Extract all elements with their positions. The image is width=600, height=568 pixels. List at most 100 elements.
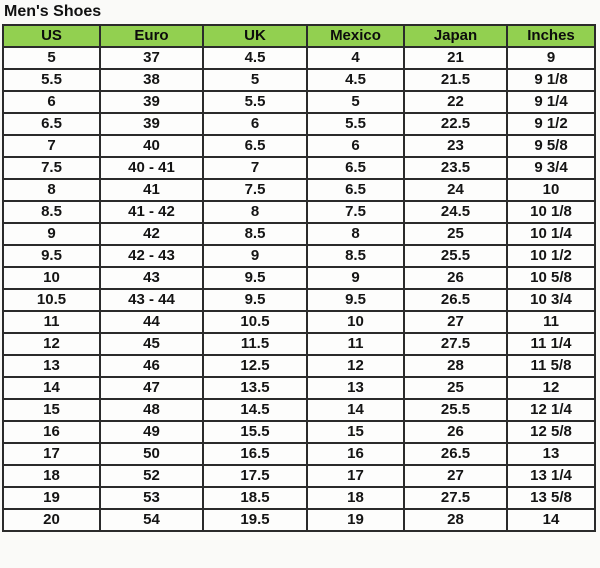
cell: 27.5	[403, 332, 508, 356]
mens-shoe-size-conversion-table: US Euro UK Mexico Japan Inches 5 37 4.5 4 21 9 5.5 3…	[2, 24, 596, 532]
cell: 11 5/8	[506, 354, 596, 378]
cell: 6.5	[2, 112, 101, 136]
cell: 26	[403, 266, 508, 290]
cell: 4.5	[306, 68, 405, 92]
cell: 46	[99, 354, 204, 378]
cell: 24	[403, 178, 508, 202]
table-row: 5 37 4.5 4 21 9	[2, 46, 596, 70]
table-row: 9 42 8.5 8 25 10 1/4	[2, 222, 596, 246]
cell: 13.5	[202, 376, 308, 400]
cell: 4.5	[202, 46, 308, 70]
cell: 43 - 44	[99, 288, 204, 312]
table-row: 10.5 43 - 44 9.5 9.5 26.5 10 3/4	[2, 288, 596, 312]
cell: 6	[202, 112, 308, 136]
page-title: Men's Shoes	[4, 3, 102, 20]
cell: 40	[99, 134, 204, 158]
cell: 9 3/4	[506, 156, 596, 180]
cell: 12 5/8	[506, 420, 596, 444]
cell: 9	[202, 244, 308, 268]
cell: 18	[2, 464, 101, 488]
table-row: 12 45 11.5 11 27.5 11 1/4	[2, 332, 596, 356]
cell: 47	[99, 376, 204, 400]
cell: 26.5	[403, 442, 508, 466]
cell: 26	[403, 420, 508, 444]
cell: 8.5	[306, 244, 405, 268]
cell: 21	[403, 46, 508, 70]
table-row: 8.5 41 - 42 8 7.5 24.5 10 1/8	[2, 200, 596, 224]
cell: 14	[2, 376, 101, 400]
cell: 5	[202, 68, 308, 92]
cell: 10 1/8	[506, 200, 596, 224]
cell: 15.5	[202, 420, 308, 444]
cell: 11	[506, 310, 596, 334]
cell: 8.5	[202, 222, 308, 246]
cell: 50	[99, 442, 204, 466]
cell: 9 5/8	[506, 134, 596, 158]
cell: 16	[2, 420, 101, 444]
cell: 9 1/2	[506, 112, 596, 136]
cell: 18	[306, 486, 405, 510]
cell: 54	[99, 508, 204, 532]
cell: 25	[403, 222, 508, 246]
cell: 27	[403, 464, 508, 488]
cell: 12	[2, 332, 101, 356]
cell: 42 - 43	[99, 244, 204, 268]
table-row: 20 54 19.5 19 28 14	[2, 508, 596, 532]
cell: 10 1/4	[506, 222, 596, 246]
cell: 6.5	[202, 134, 308, 158]
cell: 5	[306, 90, 405, 114]
cell: 9.5	[2, 244, 101, 268]
cell: 28	[403, 354, 508, 378]
column-header-euro: Euro	[99, 24, 204, 48]
cell: 6	[2, 90, 101, 114]
cell: 10.5	[202, 310, 308, 334]
cell: 17	[306, 464, 405, 488]
cell: 37	[99, 46, 204, 70]
table-row: 19 53 18.5 18 27.5 13 5/8	[2, 486, 596, 510]
cell: 48	[99, 398, 204, 422]
cell: 19	[306, 508, 405, 532]
cell: 5	[2, 46, 101, 70]
cell: 10	[306, 310, 405, 334]
cell: 9 1/4	[506, 90, 596, 114]
cell: 10	[2, 266, 101, 290]
cell: 40 - 41	[99, 156, 204, 180]
cell: 39	[99, 112, 204, 136]
table-header: US Euro UK Mexico Japan Inches	[2, 24, 596, 48]
cell: 5.5	[2, 68, 101, 92]
cell: 4	[306, 46, 405, 70]
cell: 41	[99, 178, 204, 202]
cell: 7.5	[2, 156, 101, 180]
cell: 44	[99, 310, 204, 334]
cell: 14	[306, 398, 405, 422]
cell: 42	[99, 222, 204, 246]
table-row: 14 47 13.5 13 25 12	[2, 376, 596, 400]
column-header-mexico: Mexico	[306, 24, 405, 48]
cell: 43	[99, 266, 204, 290]
cell: 8.5	[2, 200, 101, 224]
table-row: 6 39 5.5 5 22 9 1/4	[2, 90, 596, 114]
cell: 12.5	[202, 354, 308, 378]
cell: 11 1/4	[506, 332, 596, 356]
cell: 53	[99, 486, 204, 510]
table-row: 9.5 42 - 43 9 8.5 25.5 10 1/2	[2, 244, 596, 268]
cell: 19.5	[202, 508, 308, 532]
cell: 19	[2, 486, 101, 510]
cell: 25.5	[403, 398, 508, 422]
cell: 14	[506, 508, 596, 532]
column-header-japan: Japan	[403, 24, 508, 48]
table-row: 18 52 17.5 17 27 13 1/4	[2, 464, 596, 488]
cell: 10 3/4	[506, 288, 596, 312]
table-body: 5 37 4.5 4 21 9 5.5 38 5 4.5 21.5 9 1/8 6 39 5.5 5 22 9 1…	[2, 46, 596, 532]
column-header-inches: Inches	[506, 24, 596, 48]
column-header-us: US	[2, 24, 101, 48]
cell: 27.5	[403, 486, 508, 510]
table-row: 10 43 9.5 9 26 10 5/8	[2, 266, 596, 290]
cell: 7.5	[306, 200, 405, 224]
cell: 16.5	[202, 442, 308, 466]
table-row: 8 41 7.5 6.5 24 10	[2, 178, 596, 202]
cell: 39	[99, 90, 204, 114]
cell: 5.5	[202, 90, 308, 114]
cell: 7.5	[202, 178, 308, 202]
